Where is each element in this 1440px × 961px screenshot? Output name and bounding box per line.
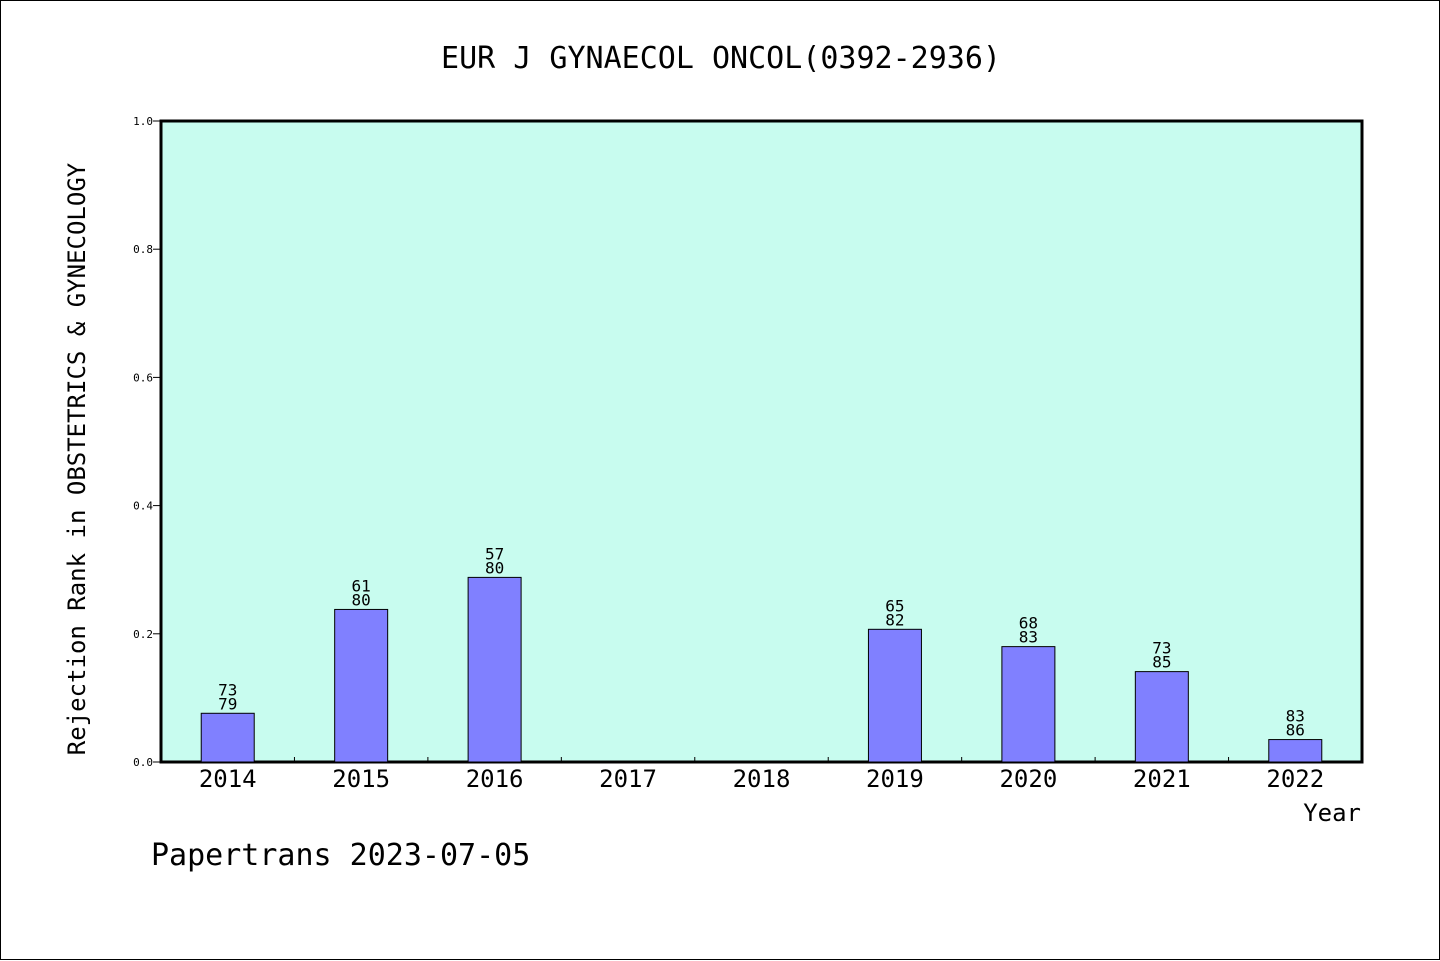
- y-tick-label: 0.4: [133, 500, 153, 513]
- x-tick-label: 2021: [1133, 765, 1191, 793]
- bar-label-total: 79: [218, 694, 237, 713]
- x-tick-label: 2017: [599, 765, 657, 793]
- y-tick-label: 0.6: [133, 371, 153, 384]
- bar-label-total: 80: [352, 590, 371, 609]
- bar-2019: [867, 628, 922, 763]
- y-tick-label: 0.8: [133, 243, 153, 256]
- y-tick-label: 0.0: [133, 756, 153, 769]
- x-axis: 2014 2015 2016 2017 2018 2019 2020 2021 2022: [199, 757, 1324, 793]
- y-tick-label: 0.2: [133, 628, 153, 641]
- chart-title: EUR J GYNAECOL ONCOL(0392-2936): [441, 41, 1001, 76]
- x-tick-label: 2020: [999, 765, 1057, 793]
- bar-label-total: 80: [485, 558, 504, 577]
- bar-2016: [467, 576, 522, 763]
- footer-credit: Papertrans 2023-07-05: [151, 838, 530, 873]
- bar-label-rank: 57: [485, 544, 504, 563]
- bar-label-rank: 65: [885, 596, 904, 615]
- y-axis-label: Rejection Rank in OBSTETRICS & GYNECOLOG…: [63, 162, 91, 755]
- x-tick-label: 2016: [466, 765, 524, 793]
- bar-2021: [1134, 671, 1189, 763]
- bar-2022: [1268, 739, 1323, 763]
- x-tick-label: 2018: [733, 765, 791, 793]
- bar-label-rank: 68: [1019, 614, 1038, 633]
- bar-2014: [200, 712, 255, 763]
- bar-2020: [1001, 646, 1056, 763]
- bars-group: [200, 576, 1323, 763]
- x-tick-label: 2015: [332, 765, 390, 793]
- x-tick-label: 2019: [866, 765, 924, 793]
- bar-label-total: 82: [885, 610, 904, 629]
- bar-label-total: 86: [1286, 721, 1305, 740]
- x-tick-label: 2014: [199, 765, 257, 793]
- x-tick-label: 2022: [1266, 765, 1324, 793]
- x-axis-label: Year: [1303, 799, 1361, 827]
- bar-label-total: 85: [1152, 653, 1171, 672]
- bar-label-rank: 73: [1152, 639, 1171, 658]
- y-tick-label: 1.0: [133, 115, 153, 128]
- y-axis: 0.0 0.2 0.4 0.6 0.8 1.0: [133, 115, 161, 769]
- bar-label-rank: 61: [352, 576, 371, 595]
- bar-label-rank: 83: [1286, 707, 1305, 726]
- bar-label-total: 83: [1019, 628, 1038, 647]
- bar-2015: [334, 608, 389, 763]
- bar-label-rank: 73: [218, 680, 237, 699]
